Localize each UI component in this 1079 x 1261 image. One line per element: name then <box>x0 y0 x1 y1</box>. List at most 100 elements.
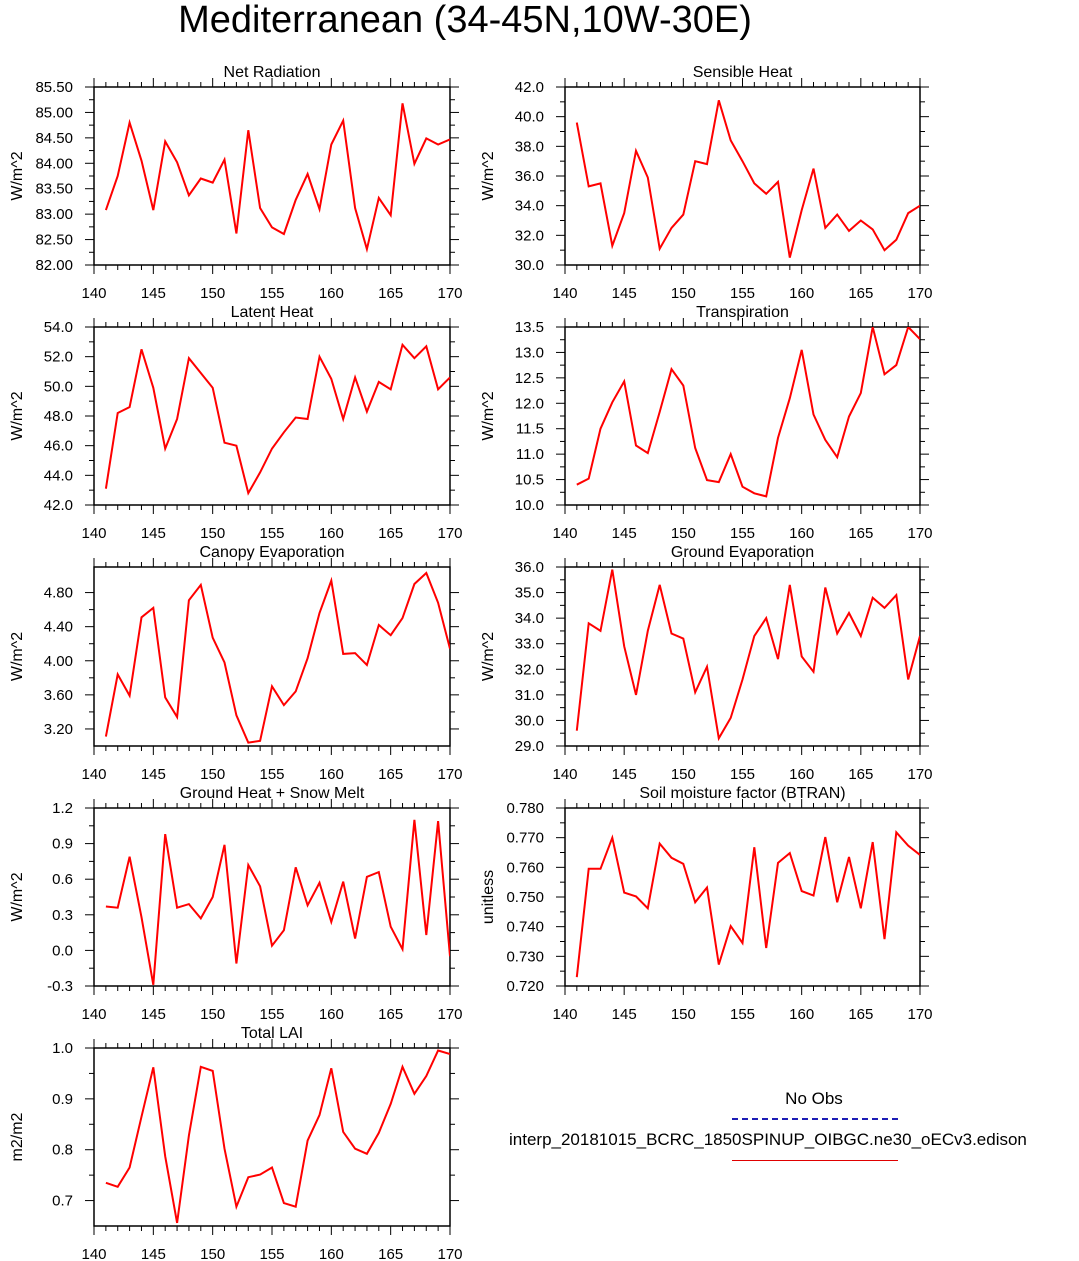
y-tick-label: 1.0 <box>52 1040 73 1057</box>
series-line <box>575 569 920 742</box>
x-tick-label: 170 <box>437 525 462 542</box>
x-tick-label: 155 <box>730 1006 755 1023</box>
legend-model-line <box>732 1160 898 1161</box>
y-tick-label: 13.0 <box>515 344 544 361</box>
x-tick-label: 160 <box>319 1006 344 1023</box>
y-axis-label: W/m^2 <box>480 632 497 681</box>
x-tick-label: 165 <box>848 525 873 542</box>
y-tick-label: 83.00 <box>35 206 73 223</box>
x-tick-label: 145 <box>141 1246 166 1261</box>
x-tick-label: 150 <box>200 1246 225 1261</box>
x-tick-label: 155 <box>259 1006 284 1023</box>
y-axis-label: W/m^2 <box>480 151 497 200</box>
y-tick-label: 13.5 <box>515 319 544 336</box>
x-tick-label: 145 <box>612 1006 637 1023</box>
x-tick-label: 140 <box>81 525 106 542</box>
y-tick-label: 52.0 <box>44 349 73 366</box>
x-tick-label: 150 <box>200 285 225 302</box>
y-tick-label: 42.0 <box>44 497 73 514</box>
x-tick-label: 165 <box>378 1006 403 1023</box>
chart-panel-6: Ground Evaporation W/m^2 140 145 150 155 160 16… <box>480 544 933 783</box>
y-tick-label: 44.0 <box>44 467 73 484</box>
x-tick-label: 140 <box>552 285 577 302</box>
y-tick-label: 54.0 <box>44 319 73 336</box>
plot-frame <box>93 807 451 987</box>
y-tick-label: -0.3 <box>47 978 73 995</box>
y-tick-label: 4.00 <box>44 653 73 670</box>
y-axis-label: W/m^2 <box>9 632 26 681</box>
x-tick-label: 160 <box>789 285 814 302</box>
x-tick-label: 140 <box>81 1006 106 1023</box>
x-tick-label: 145 <box>612 525 637 542</box>
x-tick-label: 155 <box>259 285 284 302</box>
x-tick-label: 155 <box>730 285 755 302</box>
x-tick-label: 145 <box>612 285 637 302</box>
y-tick-label: 35.0 <box>515 585 544 602</box>
series-line <box>575 100 920 258</box>
y-tick-label: 1.2 <box>52 800 73 817</box>
series-line <box>104 342 450 496</box>
x-tick-label: 165 <box>848 766 873 783</box>
page-title: Mediterranean (34-45N,10W-30E) <box>178 0 752 41</box>
y-tick-label: 32.0 <box>515 661 544 678</box>
x-tick-label: 145 <box>141 766 166 783</box>
x-tick-label: 160 <box>789 525 814 542</box>
legend-noobs-line <box>732 1118 898 1120</box>
x-tick-label: 140 <box>81 285 106 302</box>
y-tick-label: 50.0 <box>44 378 73 395</box>
x-tick-label: 150 <box>200 525 225 542</box>
x-tick-label: 165 <box>848 1006 873 1023</box>
x-tick-label: 160 <box>789 766 814 783</box>
y-tick-label: 34.0 <box>515 198 544 215</box>
y-tick-label: 4.40 <box>44 619 73 636</box>
y-tick-label: 36.0 <box>515 168 544 185</box>
y-tick-label: 0.6 <box>52 871 73 888</box>
y-tick-label: 84.50 <box>35 130 73 147</box>
x-tick-label: 150 <box>200 1006 225 1023</box>
x-tick-label: 160 <box>319 525 344 542</box>
legend-noobs-label: No Obs <box>785 1089 843 1108</box>
chart-panel-4: Transpiration W/m^2 140 145 150 155 160 165 170 1… <box>480 304 933 542</box>
y-tick-label: 10.5 <box>515 472 544 489</box>
plot-frame <box>93 566 451 747</box>
y-tick-label: 82.00 <box>35 257 73 274</box>
plot-frame <box>93 326 451 506</box>
y-tick-label: 84.00 <box>35 155 73 172</box>
y-tick-label: 85.50 <box>35 79 73 96</box>
y-tick-label: 31.0 <box>515 687 544 704</box>
y-axis-label: W/m^2 <box>9 391 26 440</box>
legend-model-label: interp_20181015_BCRC_1850SPINUP_OIBGC.ne… <box>509 1130 1027 1149</box>
x-tick-label: 145 <box>141 525 166 542</box>
x-tick-label: 160 <box>319 285 344 302</box>
x-tick-label: 165 <box>378 1246 403 1261</box>
y-tick-label: 36.0 <box>515 559 544 576</box>
y-tick-label: 10.0 <box>515 497 544 514</box>
y-tick-label: 4.80 <box>44 585 73 602</box>
x-tick-label: 170 <box>437 1246 462 1261</box>
x-tick-label: 140 <box>81 1246 106 1261</box>
y-tick-label: 29.0 <box>515 738 544 755</box>
x-tick-label: 145 <box>612 766 637 783</box>
y-tick-label: 0.750 <box>506 889 544 906</box>
y-tick-label: 85.00 <box>35 104 73 121</box>
y-tick-label: 34.0 <box>515 610 544 627</box>
x-tick-label: 145 <box>141 285 166 302</box>
x-tick-label: 160 <box>319 766 344 783</box>
y-axis-label: W/m^2 <box>9 151 26 200</box>
x-tick-label: 155 <box>259 766 284 783</box>
x-tick-label: 170 <box>437 285 462 302</box>
chart-title: Transpiration <box>696 304 789 321</box>
y-tick-label: 11.5 <box>516 421 544 438</box>
chart-panel-5: Canopy Evaporation W/m^2 140 145 150 155 160 16… <box>9 544 463 783</box>
plot-frame <box>564 807 921 987</box>
chart-panel-7: Ground Heat + Snow Melt W/m^2 140 145 150 155… <box>9 785 463 1023</box>
chart-title: Ground Heat + Snow Melt <box>180 785 365 802</box>
y-tick-label: 83.50 <box>35 181 73 198</box>
x-tick-label: 140 <box>552 525 577 542</box>
y-tick-label: 12.0 <box>515 395 544 412</box>
x-tick-label: 170 <box>907 1006 932 1023</box>
y-tick-label: 30.0 <box>515 712 544 729</box>
y-tick-label: 48.0 <box>44 408 73 425</box>
plot-frame <box>93 1047 451 1227</box>
